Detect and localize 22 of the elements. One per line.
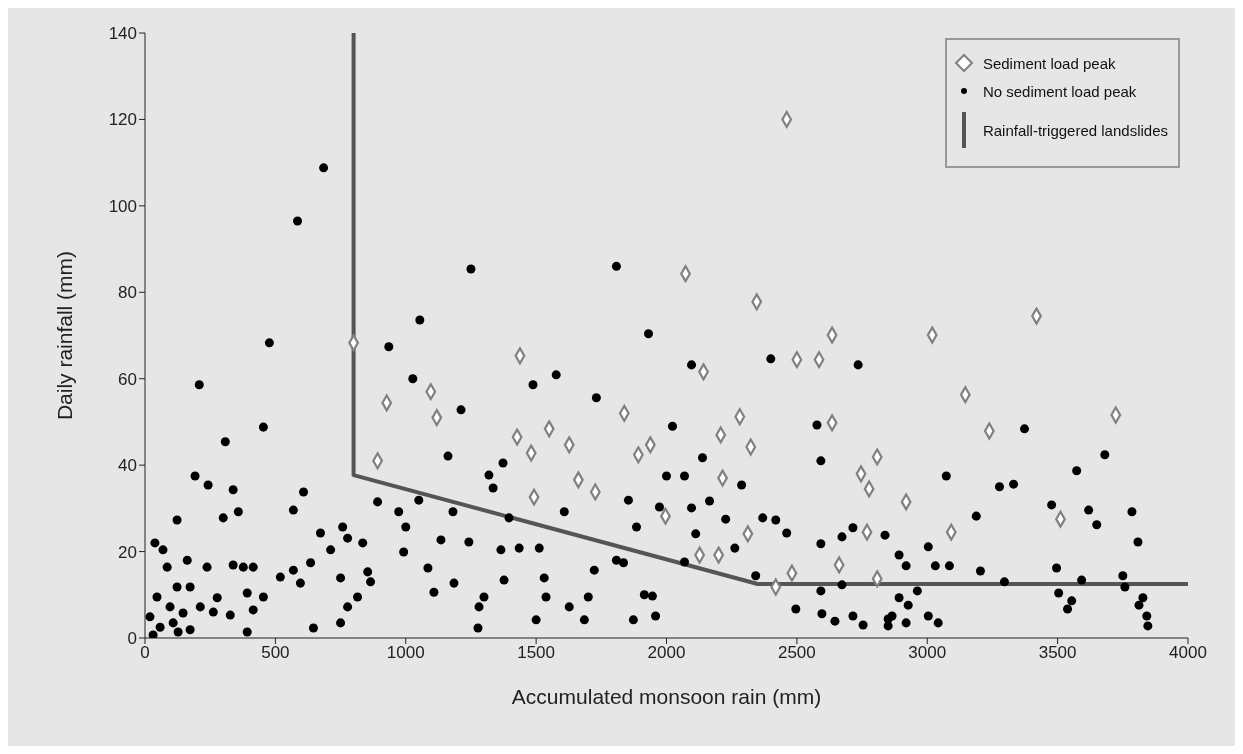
x-tick-label: 500 — [261, 643, 290, 663]
x-tick-label: 4000 — [1169, 643, 1207, 663]
x-tick-label: 1000 — [386, 643, 425, 663]
legend-label: No sediment load peak — [982, 82, 1137, 100]
legend-label: Sediment load peak — [982, 54, 1116, 72]
y-tick-label: 80 — [118, 283, 137, 303]
x-tick-label: 1500 — [517, 643, 556, 663]
x-tick-label: 2000 — [647, 643, 686, 663]
y-tick-label: 120 — [108, 110, 137, 130]
x-tick-label: 3000 — [908, 643, 947, 663]
x-axis-title: Accumulated monsoon rain (mm) — [511, 685, 822, 708]
legend-label: Rainfall-triggered landslides — [982, 121, 1168, 139]
x-tick-label: 2500 — [777, 643, 816, 663]
y-tick-label: 40 — [118, 456, 137, 476]
x-tick-label: 3500 — [1038, 643, 1077, 663]
y-tick-label: 140 — [108, 24, 137, 44]
y-axis-title: Daily rainfall (mm) — [53, 250, 77, 421]
x-tick-label: 0 — [140, 643, 150, 663]
y-tick-label: 60 — [118, 369, 137, 389]
y-tick-label: 100 — [108, 196, 137, 216]
y-tick-label: 0 — [127, 629, 137, 649]
y-tick-label: 20 — [118, 542, 137, 562]
